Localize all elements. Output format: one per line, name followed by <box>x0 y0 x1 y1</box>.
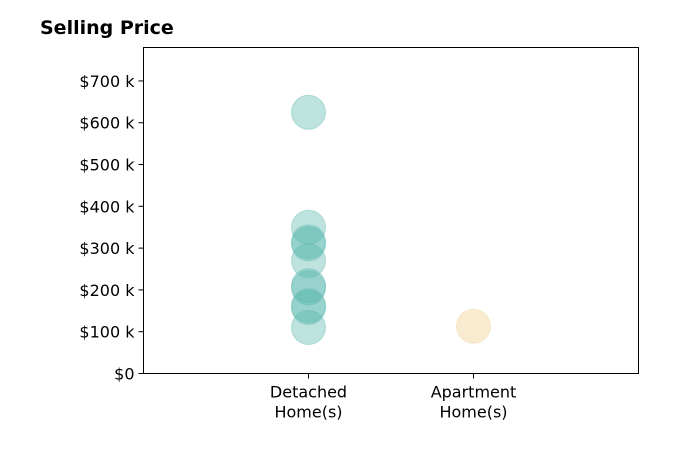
x-axis: Detached Home(s)Apartment Home(s) <box>270 373 517 422</box>
x-tick-label-line: Apartment <box>431 383 517 402</box>
y-tick-label: $300 k <box>79 239 135 258</box>
y-tick-label: $700 k <box>79 72 135 91</box>
y-tick-label: $600 k <box>79 114 135 133</box>
y-tick-label: $0 <box>114 365 134 384</box>
data-point <box>291 268 326 304</box>
x-tick-label-line: Home(s) <box>274 403 342 422</box>
plot-area-frame <box>143 47 639 374</box>
data-point <box>291 243 326 279</box>
y-tick-label: $100 k <box>79 323 135 342</box>
x-tick-label: Apartment Home(s) <box>431 383 517 422</box>
data-point <box>291 270 326 306</box>
data-point <box>291 310 326 346</box>
data-point <box>291 226 326 262</box>
x-tick-label-line: Home(s) <box>439 403 507 422</box>
y-tick-label: $400 k <box>79 197 135 216</box>
data-points <box>291 94 491 346</box>
data-point <box>291 209 326 245</box>
data-point <box>291 288 326 324</box>
x-tick-label-line: Detached <box>270 383 347 402</box>
data-point <box>456 308 491 344</box>
y-tick-label: $200 k <box>79 281 135 300</box>
y-axis: $0 $100 k $200 k $300 k $400 k $500 k $600 k $7… <box>79 72 144 384</box>
x-tick-label: Detached Home(s) <box>270 383 347 422</box>
data-point <box>291 289 326 325</box>
data-point <box>291 94 326 130</box>
y-tick-label: $500 k <box>79 156 135 175</box>
chart-title: Selling Price <box>40 17 174 39</box>
data-point <box>291 224 326 260</box>
